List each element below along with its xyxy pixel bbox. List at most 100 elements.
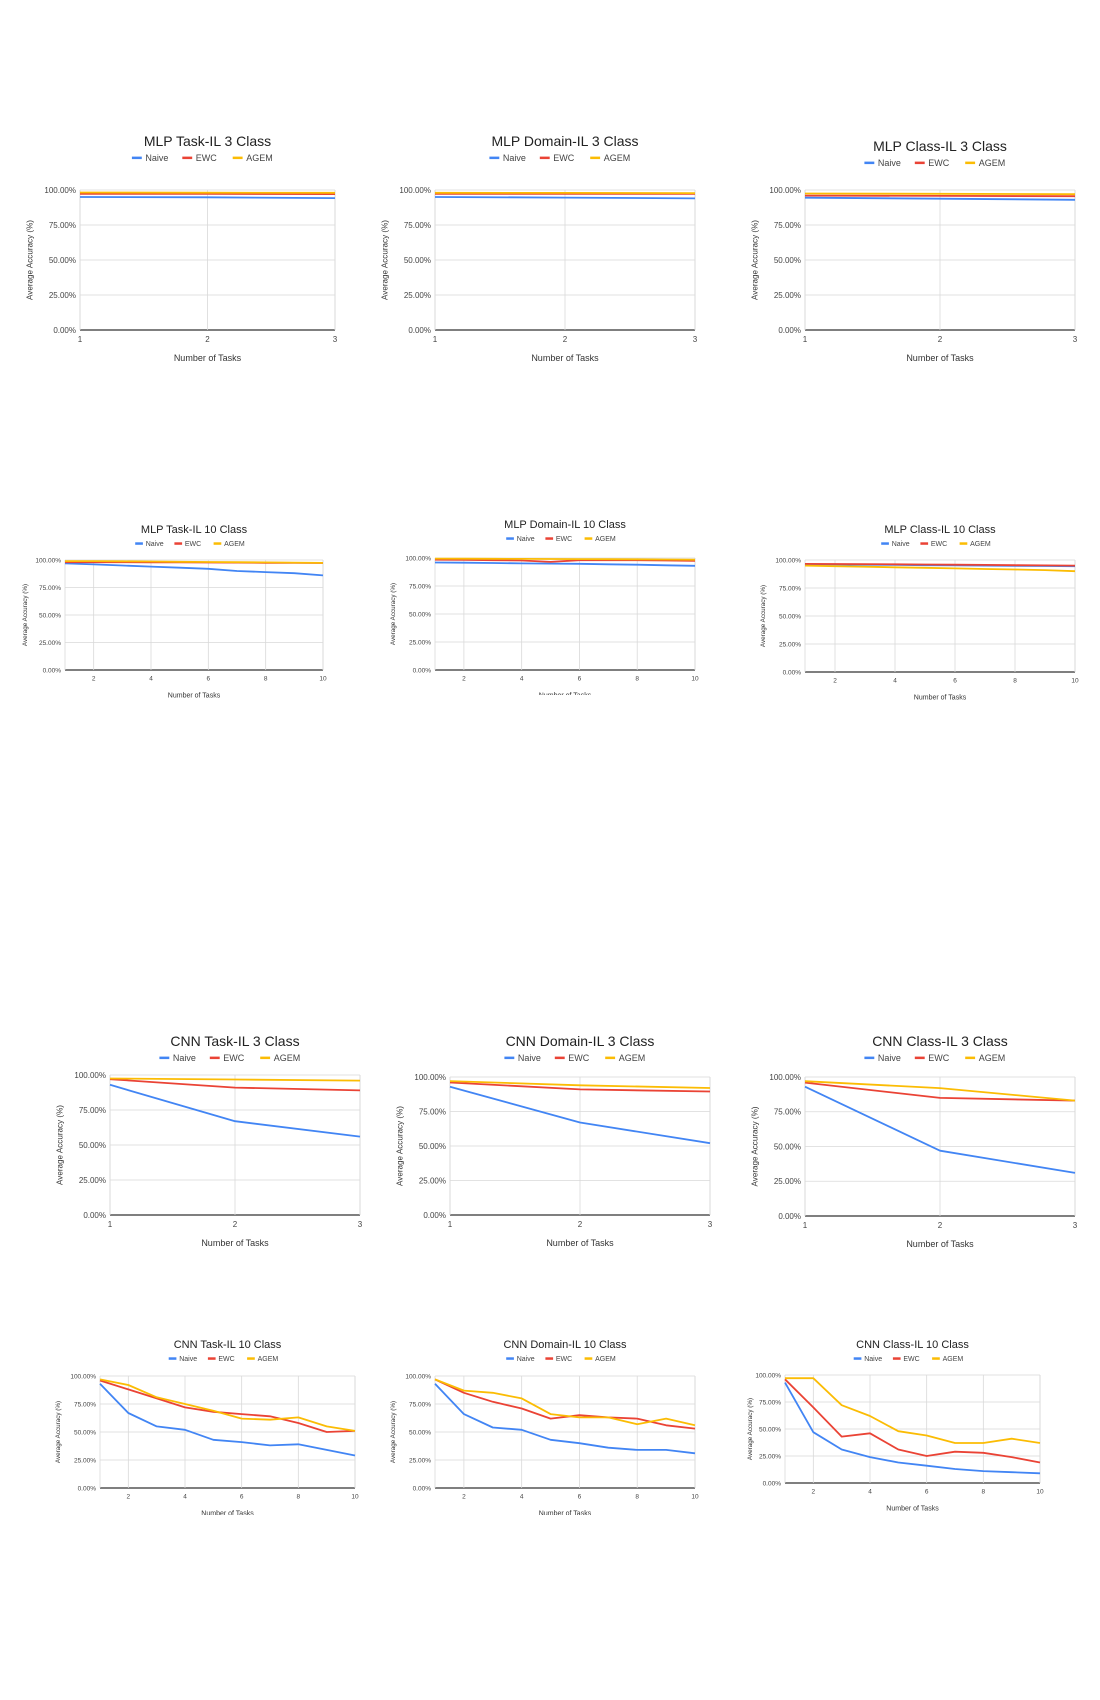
- y-tick-label: 50.00%: [39, 612, 61, 619]
- x-tick-label: 4: [893, 678, 897, 685]
- y-tick-label: 50.00%: [74, 1429, 96, 1436]
- x-tick-label: 2: [563, 335, 568, 344]
- chart-title: MLP Class-IL 10 Class: [884, 524, 996, 536]
- x-tick-label: 3: [358, 1220, 363, 1229]
- legend-label-naive: Naive: [864, 1356, 882, 1363]
- series-line-naive: [79, 196, 336, 199]
- chart-title: CNN Domain-IL 10 Class: [503, 1339, 627, 1351]
- x-axis-label: Number of Tasks: [539, 693, 592, 696]
- x-tick-label: 6: [207, 676, 211, 683]
- y-tick-label: 0.00%: [83, 1211, 106, 1220]
- series-line-agem: [804, 1080, 1076, 1102]
- x-tick-label: 2: [578, 1220, 583, 1229]
- chart-title: MLP Domain-IL 10 Class: [504, 519, 626, 531]
- y-tick-label: 75.00%: [409, 583, 431, 590]
- y-tick-label: 50.00%: [774, 1142, 801, 1151]
- series-line-agem: [785, 1377, 1041, 1444]
- x-axis-label: Number of Tasks: [174, 353, 242, 363]
- y-axis-label: Average Accuracy (%): [760, 585, 767, 647]
- x-tick-label: 4: [149, 676, 153, 683]
- series-line-ewc: [804, 1081, 1076, 1102]
- chart-title: CNN Class-IL 10 Class: [856, 1339, 969, 1351]
- series-line-ewc: [99, 1379, 356, 1433]
- y-axis-label: Average Accuracy (%): [22, 584, 29, 646]
- x-tick-label: 2: [938, 335, 943, 344]
- y-tick-label: 75.00%: [779, 585, 801, 592]
- x-tick-label: 8: [635, 676, 639, 683]
- y-tick-label: 100.00%: [769, 186, 801, 195]
- y-tick-label: 75.00%: [39, 585, 61, 592]
- series-line-agem: [434, 557, 696, 561]
- legend-label-agem: AGEM: [970, 541, 991, 548]
- y-tick-label: 100.00%: [414, 1073, 446, 1082]
- x-axis-label: Number of Tasks: [539, 1511, 592, 1516]
- x-tick-label: 2: [462, 676, 466, 683]
- legend-label-agem: AGEM: [595, 1356, 616, 1363]
- x-tick-label: 2: [205, 335, 210, 344]
- legend-label-agem: AGEM: [246, 153, 273, 163]
- x-tick-label: 4: [520, 1494, 524, 1501]
- legend-label-agem: AGEM: [943, 1356, 964, 1363]
- y-tick-label: 0.00%: [413, 667, 432, 674]
- x-tick-label: 3: [1073, 335, 1078, 344]
- x-tick-label: 10: [691, 1494, 699, 1501]
- x-tick-label: 8: [635, 1494, 639, 1501]
- legend-label-ewc: EWC: [568, 1053, 589, 1063]
- x-tick-label: 6: [578, 1494, 582, 1501]
- x-tick-label: 6: [953, 678, 957, 685]
- x-tick-label: 6: [578, 676, 582, 683]
- x-axis-label: Number of Tasks: [546, 1238, 614, 1248]
- y-axis-label: Average Accuracy (%): [390, 1401, 397, 1463]
- series-line-naive: [434, 561, 696, 567]
- x-tick-label: 4: [868, 1489, 872, 1496]
- series-line-agem: [99, 1378, 356, 1432]
- y-tick-label: 75.00%: [419, 1107, 446, 1116]
- legend-label-agem: AGEM: [274, 1053, 301, 1063]
- x-tick-label: 3: [1073, 1221, 1078, 1230]
- y-tick-label: 50.00%: [49, 256, 76, 265]
- series-line-agem: [109, 1077, 361, 1082]
- series-line-ewc: [434, 558, 696, 563]
- x-tick-label: 10: [691, 676, 699, 683]
- y-tick-label: 25.00%: [774, 1177, 801, 1186]
- y-tick-label: 75.00%: [49, 221, 76, 230]
- legend-label-agem: AGEM: [619, 1053, 646, 1063]
- series-line-ewc: [804, 194, 1076, 198]
- series-line-agem: [804, 564, 1076, 573]
- x-axis-label: Number of Tasks: [531, 353, 599, 363]
- series-line-naive: [434, 196, 696, 200]
- x-tick-label: 8: [1013, 678, 1017, 685]
- legend-label-naive: Naive: [518, 1053, 541, 1063]
- x-tick-label: 2: [127, 1494, 131, 1501]
- legend-label-naive: Naive: [173, 1053, 196, 1063]
- x-tick-label: 1: [448, 1220, 453, 1229]
- x-axis-label: Number of Tasks: [906, 353, 974, 363]
- x-axis-label: Number of Tasks: [886, 1506, 939, 1513]
- y-tick-label: 100.00%: [70, 1373, 96, 1380]
- chart-title: MLP Task-IL 10 Class: [141, 524, 248, 536]
- y-axis-label: Average Accuracy (%): [750, 220, 759, 300]
- y-tick-label: 50.00%: [404, 256, 431, 265]
- legend-label-naive: Naive: [892, 541, 910, 548]
- y-axis-label: Average Accuracy (%): [747, 1398, 754, 1460]
- legend-label-naive: Naive: [145, 153, 168, 163]
- chart-3: MLP Class-IL 3 Class Naive EWC AGEM 100.00% 7…: [750, 138, 1078, 363]
- chart-title: CNN Task-IL 3 Class: [170, 1033, 299, 1049]
- y-tick-label: 50.00%: [774, 256, 801, 265]
- legend-label-ewc: EWC: [928, 1053, 949, 1063]
- x-tick-label: 10: [1071, 678, 1079, 685]
- legend-label-agem: AGEM: [979, 158, 1006, 168]
- chart-8: CNN Domain-IL 3 Class Naive EWC AGEM 100.00%…: [395, 1033, 712, 1248]
- x-tick-label: 1: [108, 1220, 113, 1229]
- legend-label-ewc: EWC: [903, 1356, 919, 1363]
- series-line-naive: [99, 1383, 356, 1457]
- series-line-ewc: [784, 1378, 1041, 1464]
- legend-label-naive: Naive: [146, 541, 164, 548]
- chart-title: CNN Domain-IL 3 Class: [506, 1033, 655, 1049]
- legend-label-ewc: EWC: [931, 541, 947, 548]
- y-tick-label: 0.00%: [43, 667, 62, 674]
- x-tick-label: 8: [297, 1494, 301, 1501]
